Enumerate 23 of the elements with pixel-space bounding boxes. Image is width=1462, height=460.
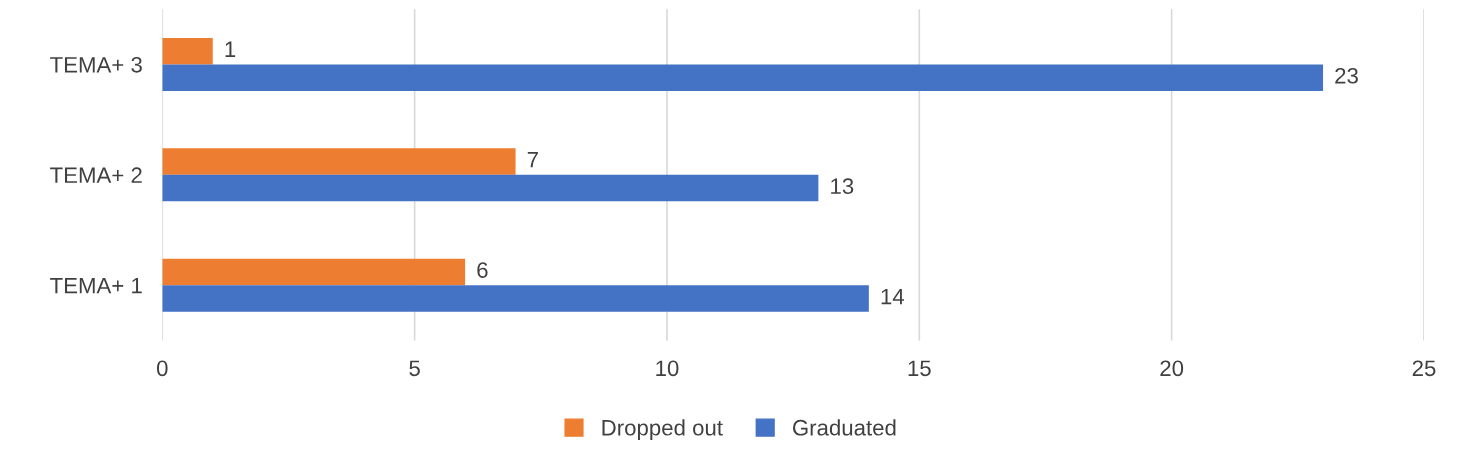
legend-label: Dropped out: [602, 419, 723, 440]
x-tick-label: 15: [908, 360, 931, 377]
x-tick-label: 20: [1160, 360, 1184, 377]
x-tick-label: 25: [1412, 360, 1436, 377]
x-tick-label: 10: [656, 360, 679, 377]
bar: [162, 258, 466, 286]
bar: [162, 37, 213, 65]
bar: [162, 174, 819, 202]
data-label: 1: [225, 41, 236, 57]
x-tick-label: 5: [409, 360, 420, 377]
bar: [162, 64, 1324, 91]
data-label: 23: [1335, 67, 1358, 84]
data-label: 14: [881, 288, 905, 305]
y-tick-label: TEMA+ 1: [50, 277, 142, 294]
y-tick-label: TEMA+ 2: [50, 167, 142, 183]
data-label: 7: [527, 152, 538, 168]
x-tick-label: 0: [156, 360, 168, 377]
bar: [162, 285, 869, 312]
bar: [162, 148, 516, 175]
y-tick-label: TEMA+ 3: [50, 56, 142, 73]
data-label: 13: [831, 178, 854, 195]
legend-label: Graduated: [792, 419, 896, 436]
data-label: 6: [477, 262, 488, 278]
